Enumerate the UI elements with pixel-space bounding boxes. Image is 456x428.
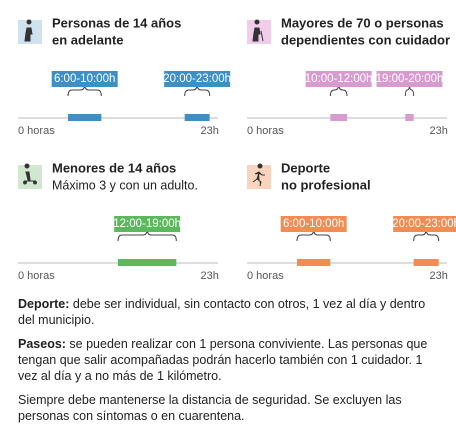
panel-title: Menores de 14 años (52, 160, 176, 175)
icon (24, 19, 33, 42)
range-label-bg (393, 216, 456, 232)
range-label-bg (51, 71, 118, 87)
panel-title: Deporte (281, 160, 330, 175)
tick-label: 0 horas (247, 125, 284, 137)
panel-title: en adelante (52, 32, 124, 47)
notes: Deporte: debe ser individual, sin contac… (18, 296, 438, 428)
tick-label: 0 horas (18, 125, 55, 137)
range-label-bg (280, 216, 347, 232)
note-lead: Paseos: (18, 337, 66, 351)
panel-subtitle: Máximo 3 y con un adulto. (52, 178, 198, 192)
note-text: debe ser individual, sin contacto con ot… (18, 297, 426, 327)
range-label: 20:00-23:00h (163, 73, 231, 85)
note: Paseos: se pueden realizar con 1 persona… (18, 336, 438, 384)
tick-label: 23h (200, 270, 218, 282)
note-text: se pueden realizar con 1 persona convivi… (18, 337, 428, 383)
time-bar (68, 114, 102, 121)
range-label: 10:00-12:00h (305, 73, 373, 85)
panel-title: no profesional (281, 177, 371, 192)
time-bar (330, 114, 347, 121)
range-label-bg (114, 216, 181, 232)
icon (23, 163, 37, 185)
time-bar (118, 259, 177, 266)
range-label: 6:00-10:00h (283, 218, 344, 230)
panel-title: Mayores de 70 o personas (281, 15, 444, 30)
icon (252, 19, 264, 42)
tick-label: 23h (429, 270, 447, 282)
panel-title: dependientes con cuidador (281, 32, 450, 47)
range-label: 12:00-19:00h (113, 218, 181, 230)
note-lead: Deporte: (18, 297, 70, 311)
time-bar (297, 259, 331, 266)
time-bar (184, 114, 210, 121)
range-label-bg (376, 71, 443, 87)
range-label-bg (164, 71, 231, 87)
note: Deporte: debe ser individual, sin contac… (18, 296, 438, 328)
note: Siempre debe mantenerse la distancia de … (18, 392, 438, 424)
schedule-panels: Personas de 14 años en adelante 0 horas 23h… (18, 15, 456, 282)
range-label: 6:00-10:00h (54, 73, 115, 85)
tick-label: 0 horas (247, 270, 284, 282)
range-label: 20:00-23:00h (392, 218, 456, 230)
icon (252, 163, 265, 187)
tick-label: 23h (429, 125, 447, 137)
note-text: Siempre debe mantenerse la distancia de … (18, 393, 402, 423)
time-bar (413, 259, 439, 266)
tick-label: 23h (200, 125, 218, 137)
tick-label: 0 horas (18, 270, 55, 282)
range-label-bg (305, 71, 372, 87)
range-label: 19:00-20:00h (376, 73, 444, 85)
panel-title: Personas de 14 años (52, 15, 181, 30)
time-bar (405, 114, 414, 121)
